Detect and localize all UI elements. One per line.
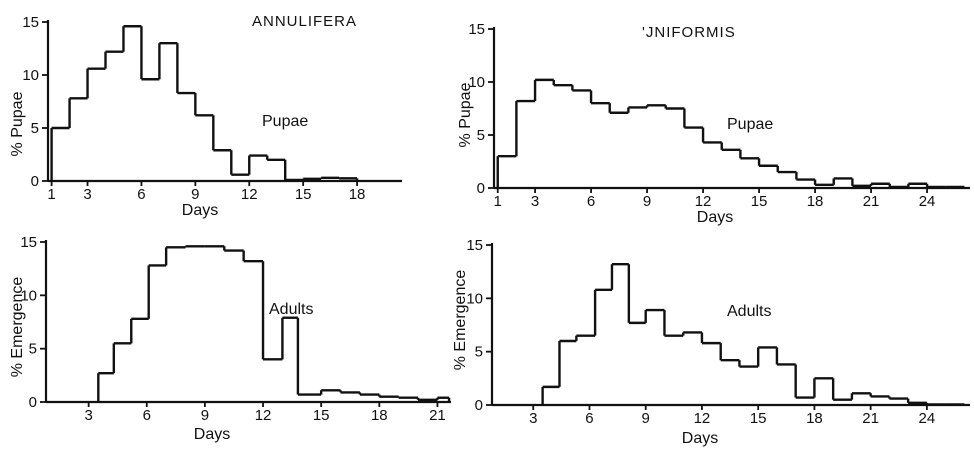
y-tick-label: 0 [475, 397, 483, 414]
y-tick-label: 0 [29, 394, 37, 411]
x-tick-label: 18 [371, 407, 388, 424]
x-tick-label: 15 [751, 193, 768, 210]
x-tick-label: 12 [255, 407, 272, 424]
series-annotation: Pupae [727, 116, 773, 133]
panel-title: ANNULIFERA [252, 13, 357, 30]
x-tick-label: 3 [529, 410, 537, 427]
x-tick-label: 18 [349, 186, 366, 203]
x-tick-label: 15 [295, 186, 312, 203]
x-tick-label: 15 [313, 407, 330, 424]
x-tick-label: 21 [862, 410, 879, 427]
x-tick-label: 6 [585, 410, 593, 427]
uniformis-adults-panel: % Emergence Days Adults 0 5 10 15 3 6 9 12 15 18 2… [452, 237, 970, 447]
x-tick-label: 21 [863, 193, 880, 210]
x-tick-label: 3 [83, 186, 91, 203]
y-axis-label: % Pupae [457, 82, 474, 147]
x-tick-label: 6 [137, 186, 145, 203]
x-tick-label: 6 [143, 407, 151, 424]
y-tick-label: 0 [477, 180, 485, 197]
y-tick-label: 15 [466, 237, 483, 254]
y-tick-label: 10 [468, 74, 485, 91]
x-tick-label: 12 [694, 410, 711, 427]
x-axis-label: Days [182, 202, 218, 219]
x-tick-label: 18 [807, 193, 824, 210]
y-tick-label: 15 [20, 234, 37, 251]
series-annotation: Adults [269, 301, 313, 318]
series-annotation: Adults [727, 303, 771, 320]
y-tick-label: 15 [22, 14, 39, 31]
x-tick-label: 9 [643, 193, 651, 210]
x-tick-label: 3 [84, 407, 92, 424]
y-tick-label: 15 [468, 21, 485, 38]
y-tick-label: 5 [31, 120, 39, 137]
x-tick-label: 9 [191, 186, 199, 203]
x-axis-label: Days [682, 430, 718, 447]
x-axis-label: Days [194, 426, 230, 443]
x-tick-label: 24 [919, 410, 936, 427]
y-axis-label: % Emergence [9, 277, 26, 378]
x-tick-label: 9 [201, 407, 209, 424]
y-tick-label: 10 [20, 287, 37, 304]
series-annotation: Pupae [262, 113, 308, 130]
x-tick-label: 24 [919, 193, 936, 210]
x-tick-label: 12 [695, 193, 712, 210]
x-tick-label: 3 [531, 193, 539, 210]
x-tick-label: 6 [587, 193, 595, 210]
panel-title: 'JNIFORMIS [642, 24, 736, 41]
y-tick-label: 5 [477, 127, 485, 144]
annulifera-pupae-panel: ANNULIFERA % Pupae Days Pupae 0 5 10 15 1 3 6 9… [9, 13, 402, 219]
y-axis-label: % Pupae [9, 91, 26, 156]
x-axis-label: Days [697, 209, 733, 226]
y-tick-label: 5 [475, 344, 483, 361]
y-axis-label: % Emergence [452, 270, 469, 371]
x-tick-label: 15 [750, 410, 767, 427]
annulifera-adults-panel: % Emergence Days Adults 0 5 10 15 3 6 9 12 15 18 2… [9, 234, 451, 443]
y-tick-label: 10 [466, 290, 483, 307]
x-tick-label: 18 [806, 410, 823, 427]
x-tick-label: 1 [47, 186, 55, 203]
x-tick-label: 21 [429, 407, 446, 424]
x-tick-label: 9 [642, 410, 650, 427]
y-tick-label: 5 [29, 341, 37, 358]
uniformis-pupae-panel: 'JNIFORMIS % Pupae Days Pupae 0 5 10 15 1 3 6 9… [457, 21, 970, 226]
y-tick-label: 10 [22, 67, 39, 84]
x-tick-label: 1 [494, 193, 502, 210]
y-tick-label: 0 [31, 173, 39, 190]
x-tick-label: 12 [241, 186, 258, 203]
